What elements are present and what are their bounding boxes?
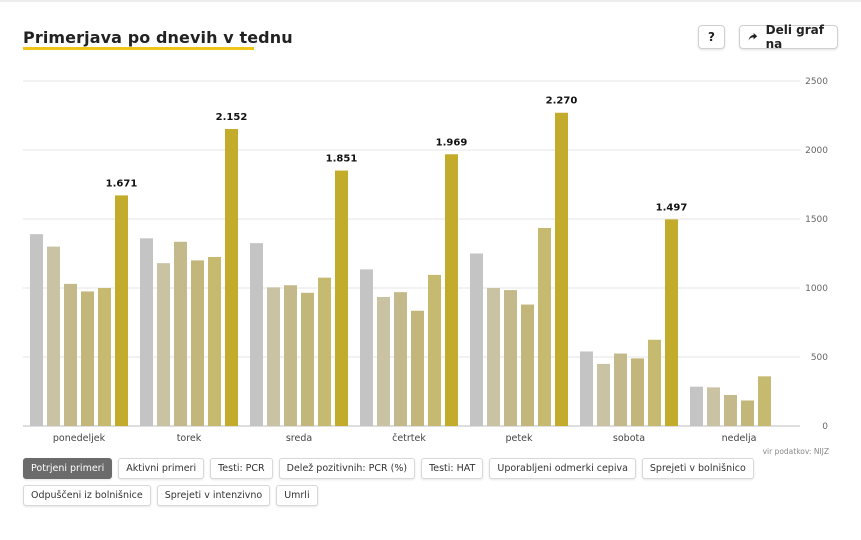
bar	[665, 219, 678, 426]
y-tick-label: 0	[822, 422, 828, 432]
bar	[64, 283, 77, 426]
x-tick-label: sobota	[613, 433, 645, 444]
data-label: 1.851	[326, 154, 358, 165]
bar	[521, 304, 534, 426]
x-tick-label: petek	[506, 433, 533, 444]
tab-umrli[interactable]: Umrli	[276, 485, 318, 506]
bar	[504, 290, 517, 426]
bar	[335, 170, 348, 426]
bar	[174, 241, 187, 426]
data-label: 1.969	[436, 137, 468, 148]
bar	[267, 287, 280, 426]
y-tick-label: 2500	[805, 77, 828, 87]
bar	[140, 238, 153, 426]
y-tick-label: 2000	[805, 146, 828, 156]
x-tick-label: ponedeljek	[53, 433, 106, 444]
tab-sprejeti-v-bolnišnico[interactable]: Sprejeti v bolnišnico	[641, 458, 754, 479]
bar	[377, 296, 390, 426]
bar	[758, 376, 771, 426]
data-source: vir podatkov: NIJZ	[762, 447, 829, 456]
tab-delež-pozitivnih-pcr[interactable]: Delež pozitivnih: PCR (%)	[278, 458, 416, 479]
help-button[interactable]: ?	[698, 25, 725, 49]
bar	[470, 253, 483, 426]
bar	[428, 274, 441, 426]
tab-uporabljeni-odmerki-cepiva[interactable]: Uporabljeni odmerki cepiva	[489, 458, 636, 479]
bar	[284, 285, 297, 426]
tab-sprejeti-v-intenzivno[interactable]: Sprejeti v intenzivno	[156, 485, 271, 506]
bar	[360, 269, 373, 426]
share-arrow-icon	[748, 32, 758, 41]
x-tick-label: nedelja	[722, 433, 757, 444]
tab-odpuščeni-iz-bolnišnice[interactable]: Odpuščeni iz bolnišnice	[23, 485, 151, 506]
y-tick-label: 1500	[805, 215, 828, 225]
bar	[741, 400, 754, 426]
bar	[411, 310, 424, 426]
bar	[394, 292, 407, 426]
bar	[301, 292, 314, 426]
bar	[250, 243, 263, 426]
bar	[648, 339, 661, 426]
bar	[487, 288, 500, 426]
x-tick-label: četrtek	[392, 433, 426, 444]
bar	[98, 288, 111, 426]
bar	[115, 195, 128, 426]
chart-title: Primerjava po dnevih v tednu	[23, 28, 293, 47]
data-label: 1.671	[106, 178, 138, 189]
share-button[interactable]: Deli graf na	[739, 23, 838, 51]
bar	[47, 246, 60, 426]
share-button-label: Deli graf na	[765, 23, 824, 51]
bar	[445, 154, 458, 426]
x-tick-label: sreda	[286, 433, 312, 444]
bar	[631, 358, 644, 426]
bar	[555, 112, 568, 427]
bar	[538, 227, 551, 426]
tab-testi-hat[interactable]: Testi: HAT	[421, 458, 484, 479]
data-label: 2.270	[546, 96, 578, 107]
bar	[614, 353, 627, 426]
bar	[208, 256, 221, 426]
metric-tabs: Potrjeni primeri Aktivni primeri Testi: PC…	[23, 458, 823, 506]
tab-potrjeni-primeri[interactable]: Potrjeni primeri	[23, 458, 113, 479]
bar	[191, 260, 204, 426]
bar-chart: 0 500 1000 1500 2000 2500 1.671 ponedeljek 2.152…	[23, 77, 828, 444]
tab-testi-pcr[interactable]: Testi: PCR	[210, 458, 273, 479]
bar	[597, 363, 610, 426]
bar	[81, 291, 94, 426]
bar	[707, 387, 720, 426]
bar	[318, 277, 331, 426]
data-label: 1.497	[656, 202, 688, 213]
data-label: 2.152	[216, 112, 248, 123]
bar	[724, 394, 737, 426]
bar	[225, 129, 238, 427]
bar	[690, 386, 703, 426]
tab-aktivni-primeri[interactable]: Aktivni primeri	[118, 458, 205, 479]
y-tick-label: 500	[811, 353, 828, 363]
bar	[157, 263, 170, 426]
bar	[30, 234, 43, 426]
title-underline	[23, 47, 254, 50]
x-tick-label: torek	[177, 433, 202, 444]
top-border	[0, 0, 861, 2]
y-tick-label: 1000	[805, 284, 828, 294]
bar	[580, 351, 593, 426]
